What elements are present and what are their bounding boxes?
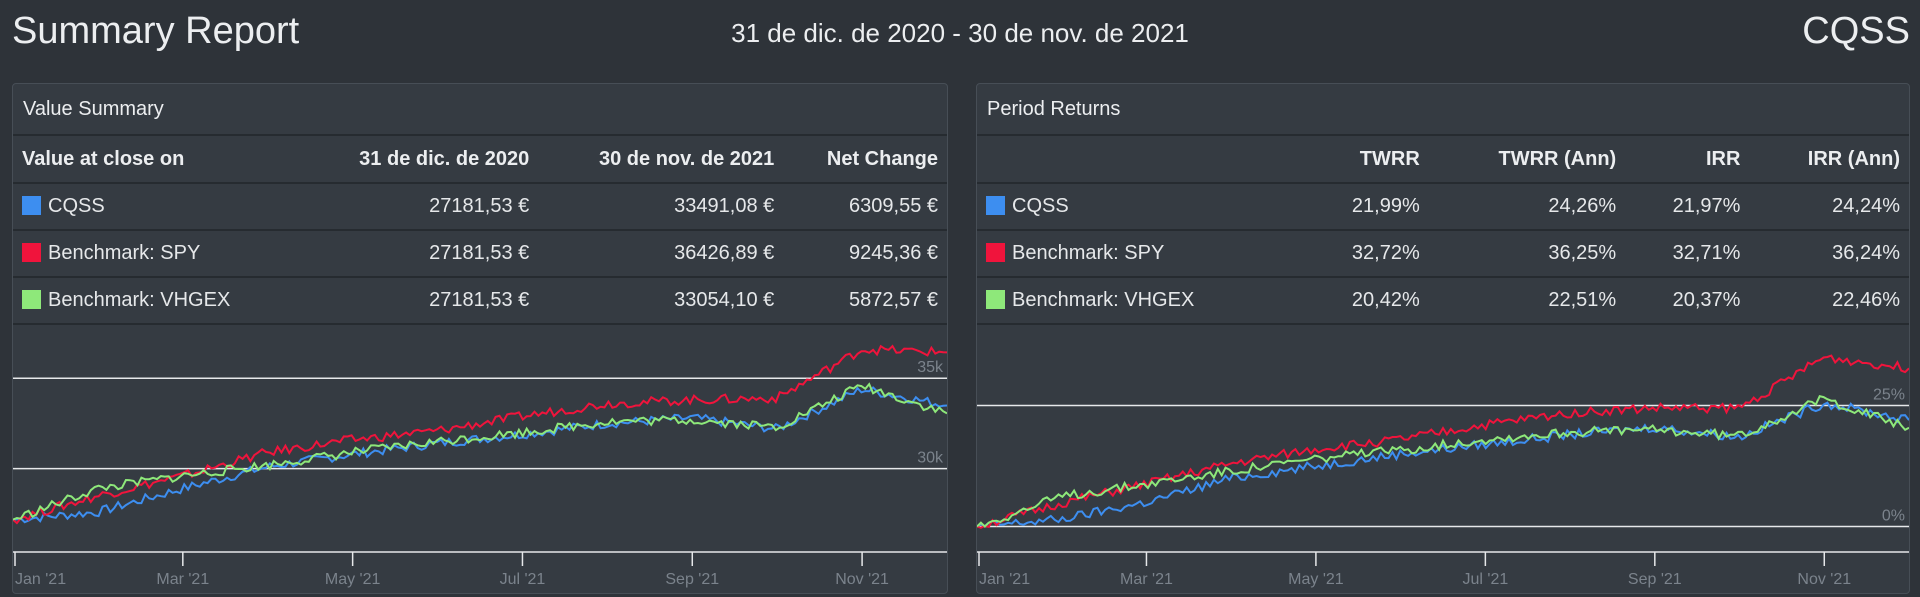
table-cell: 22,46%: [1749, 277, 1909, 325]
table-cell: 32,72%: [1304, 230, 1429, 278]
table-cell: 27181,53 €: [299, 183, 539, 231]
page-title: Summary Report: [12, 10, 300, 52]
series-line: [977, 401, 1909, 528]
returns-chart: 0% 25% Jan '21 Mar '21 May '21 Jul '21 Sep '21…: [977, 327, 1909, 593]
table-row: Benchmark: SPY 32,72% 36,25% 32,71% 36,2…: [977, 230, 1909, 278]
series-name-cell: CQSS: [13, 183, 300, 231]
series-name: CQSS: [1012, 195, 1069, 217]
y-tick-label: 35k: [917, 359, 944, 376]
column-header: 31 de dic. de 2020: [299, 136, 539, 184]
value-summary-panel: Value Summary Value at close on 31 de di…: [12, 83, 948, 594]
table-cell: 22,51%: [1428, 277, 1626, 325]
legend-swatch: [22, 243, 41, 262]
legend-swatch: [22, 196, 41, 215]
value-chart: 30k 35k Jan '21 Mar '21 May '21 Jul '21 Sep '2…: [13, 327, 947, 593]
y-tick-label: 0%: [1882, 507, 1905, 524]
value-summary-title: Value Summary: [13, 84, 947, 136]
legend-swatch: [986, 196, 1005, 215]
x-tick-label: Mar '21: [1120, 571, 1173, 588]
returns-line-chart: 0% 25% Jan '21 Mar '21 May '21 Jul '21 Sep '21…: [977, 354, 1909, 588]
table-cell: 33491,08 €: [538, 183, 784, 231]
table-cell: 20,42%: [1304, 277, 1429, 325]
series-name-cell: CQSS: [977, 183, 1305, 231]
column-header: Net Change: [783, 136, 947, 184]
series-name-cell: Benchmark: VHGEX: [13, 277, 300, 325]
table-row: Benchmark: SPY 27181,53 € 36426,89 € 924…: [13, 230, 947, 278]
period-returns-title: Period Returns: [977, 84, 1909, 136]
table-cell: 9245,36 €: [783, 230, 947, 278]
table-header-row: TWRR TWRR (Ann) IRR IRR (Ann): [977, 136, 1909, 184]
series-line: [13, 382, 947, 521]
table-cell: 20,37%: [1625, 277, 1750, 325]
value-line-chart: 30k 35k Jan '21 Mar '21 May '21 Jul '21 Sep '2…: [13, 344, 947, 588]
table-row: Benchmark: VHGEX 27181,53 € 33054,10 € 5…: [13, 277, 947, 325]
series-name: Benchmark: SPY: [48, 242, 201, 264]
value-summary-table: Value at close on 31 de dic. de 2020 30 …: [13, 136, 947, 325]
series-line: [13, 386, 947, 524]
x-tick-label: Jan '21: [15, 571, 66, 588]
legend-swatch: [986, 290, 1005, 309]
table-cell: 6309,55 €: [783, 183, 947, 231]
table-row: CQSS 27181,53 € 33491,08 € 6309,55 €: [13, 183, 947, 231]
table-row: Benchmark: VHGEX 20,42% 22,51% 20,37% 22…: [977, 277, 1909, 325]
table-cell: 24,26%: [1428, 183, 1626, 231]
table-cell: 36,24%: [1749, 230, 1909, 278]
x-tick-label: Nov '21: [1797, 571, 1851, 588]
column-header: 30 de nov. de 2021: [538, 136, 784, 184]
x-tick-label: Nov '21: [835, 571, 889, 588]
series-name: Benchmark: SPY: [1012, 242, 1165, 264]
series-line: [977, 395, 1909, 528]
table-row: CQSS 21,99% 24,26% 21,97% 24,24%: [977, 183, 1909, 231]
report-header: Summary Report 31 de dic. de 2020 - 30 d…: [0, 0, 1920, 72]
x-tick-label: Jul '21: [1462, 571, 1508, 588]
column-header: IRR: [1625, 136, 1750, 184]
period-returns-panel: Period Returns TWRR TWRR (Ann) IRR IRR (…: [976, 83, 1910, 594]
series-name: Benchmark: VHGEX: [48, 289, 231, 311]
series-name: Benchmark: VHGEX: [1012, 289, 1195, 311]
y-tick-label: 25%: [1873, 387, 1905, 404]
table-cell: 5872,57 €: [783, 277, 947, 325]
table-cell: 36,25%: [1428, 230, 1626, 278]
y-tick-label: 30k: [917, 450, 944, 467]
x-tick-label: May '21: [325, 571, 381, 588]
x-tick-label: Mar '21: [156, 571, 209, 588]
column-header: IRR (Ann): [1749, 136, 1909, 184]
column-header: [977, 136, 1305, 184]
table-cell: 36426,89 €: [538, 230, 784, 278]
date-range: 31 de dic. de 2020 - 30 de nov. de 2021: [731, 18, 1189, 48]
series-name-cell: Benchmark: SPY: [13, 230, 300, 278]
series-name-cell: Benchmark: VHGEX: [977, 277, 1305, 325]
x-tick-label: May '21: [1288, 571, 1344, 588]
legend-swatch: [986, 243, 1005, 262]
series-name-cell: Benchmark: SPY: [977, 230, 1305, 278]
table-header-row: Value at close on 31 de dic. de 2020 30 …: [13, 136, 947, 184]
series-line: [13, 344, 947, 525]
table-cell: 21,99%: [1304, 183, 1429, 231]
column-header: TWRR (Ann): [1428, 136, 1626, 184]
ticker-symbol: CQSS: [1802, 10, 1910, 52]
x-tick-label: Sep '21: [665, 571, 719, 588]
column-header: Value at close on: [13, 136, 300, 184]
column-header: TWRR: [1304, 136, 1429, 184]
table-cell: 24,24%: [1749, 183, 1909, 231]
table-cell: 27181,53 €: [299, 230, 539, 278]
series-name: CQSS: [48, 195, 105, 217]
period-returns-table: TWRR TWRR (Ann) IRR IRR (Ann) CQSS 21,99…: [977, 136, 1909, 325]
table-cell: 27181,53 €: [299, 277, 539, 325]
table-cell: 21,97%: [1625, 183, 1750, 231]
legend-swatch: [22, 290, 41, 309]
x-tick-label: Jul '21: [500, 571, 546, 588]
x-tick-label: Sep '21: [1628, 571, 1682, 588]
x-tick-label: Jan '21: [979, 571, 1030, 588]
table-cell: 32,71%: [1625, 230, 1750, 278]
table-cell: 33054,10 €: [538, 277, 784, 325]
